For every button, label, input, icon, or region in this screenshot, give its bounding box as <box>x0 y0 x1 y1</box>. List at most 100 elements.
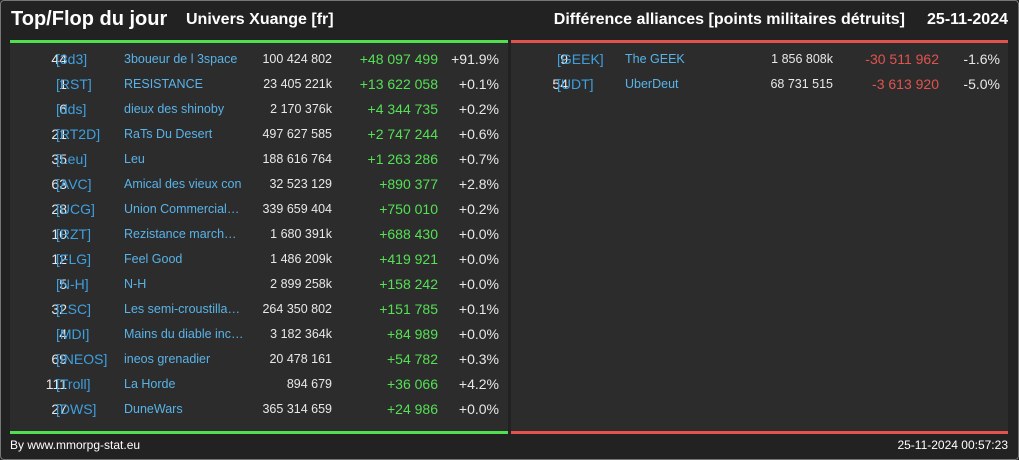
alliance-tag[interactable]: [LSC] <box>56 301 92 317</box>
alliance-tag[interactable]: [RT2D] <box>56 126 101 142</box>
alliance-percent: +0.0% <box>458 401 499 417</box>
alliance-tag[interactable]: [N-H] <box>56 276 89 292</box>
alliance-row: 21 [RT2D] RaTs Du Desert 497 627 585 +2 747 … <box>10 122 508 147</box>
alliance-percent: +0.0% <box>458 251 499 267</box>
alliance-name[interactable]: The GEEK <box>625 52 685 66</box>
alliance-tag[interactable]: [dds] <box>56 101 87 117</box>
alliance-diff: +151 785 <box>379 301 438 317</box>
alliance-points: 32 523 129 <box>269 177 332 191</box>
alliance-name[interactable]: RaTs Du Desert <box>124 127 213 141</box>
alliance-rank: 69 <box>51 351 67 367</box>
alliance-rank: 9 <box>560 51 568 67</box>
alliance-diff: +688 430 <box>379 226 438 242</box>
top-panel-top-bar <box>10 40 508 43</box>
alliance-tag[interactable]: [INEOS] <box>56 351 108 367</box>
alliance-tag[interactable]: [MDI] <box>56 326 90 342</box>
alliance-percent: +0.0% <box>458 326 499 342</box>
alliance-rank: 111 <box>45 376 67 392</box>
alliance-percent: +0.1% <box>458 301 499 317</box>
alliance-percent: +0.6% <box>458 126 499 142</box>
alliance-row: 54 [UDT] UberDeut 68 731 515 -3 613 920 -5.0% <box>511 72 1008 97</box>
alliance-name[interactable]: Leu <box>124 152 145 166</box>
alliance-points: 2 899 258k <box>270 277 332 291</box>
alliance-name[interactable]: Les semi-croustilla… <box>124 302 241 316</box>
alliance-diff: +24 986 <box>387 401 438 417</box>
metric-label: Différence alliances [points militaires … <box>553 11 905 28</box>
alliance-points: 20 478 161 <box>269 352 332 366</box>
alliance-rank: 63 <box>51 176 67 192</box>
alliance-tag[interactable]: [3d3] <box>56 51 88 67</box>
alliance-percent: +0.7% <box>458 151 499 167</box>
alliance-diff: +84 989 <box>387 326 438 342</box>
alliance-name[interactable]: DuneWars <box>124 402 183 416</box>
alliance-rank: 44 <box>51 51 67 67</box>
alliance-name[interactable]: UberDeut <box>625 77 679 91</box>
alliance-tag[interactable]: [RST] <box>56 76 92 92</box>
alliance-name[interactable]: Mains du diable inco… <box>124 327 246 341</box>
alliance-percent: -1.6% <box>963 51 1000 67</box>
alliance-name[interactable]: Rezistance march… <box>124 227 237 241</box>
alliance-tag[interactable]: [Leu] <box>56 151 88 167</box>
alliance-percent: +91.9% <box>451 51 499 67</box>
alliance-rank: 28 <box>51 201 67 217</box>
alliance-percent: +0.2% <box>458 101 499 117</box>
alliance-rank: 35 <box>51 151 67 167</box>
alliance-tag[interactable]: [Troll] <box>56 376 91 392</box>
top-panel-bottom-bar <box>10 431 508 434</box>
alliance-points: 339 659 404 <box>262 202 332 216</box>
alliance-points: 100 424 802 <box>262 52 332 66</box>
alliance-row: 1 [RST] RESISTANCE 23 405 221k +13 622 058 +0… <box>10 72 508 97</box>
alliance-rank: 54 <box>552 76 568 92</box>
alliance-points: 1 856 808k <box>771 52 833 66</box>
alliance-points: 497 627 585 <box>262 127 332 141</box>
alliance-rank: 12 <box>51 251 67 267</box>
alliance-tag[interactable]: [DWS] <box>56 401 97 417</box>
alliance-rank: 10 <box>51 226 67 242</box>
alliance-name[interactable]: N-H <box>124 277 147 291</box>
alliance-rank: 1 <box>59 76 67 92</box>
alliance-name[interactable]: Feel Good <box>124 252 183 266</box>
header-date: 25-11-2024 <box>927 11 1008 28</box>
universe-label: Univers Xuange [fr] <box>186 11 334 28</box>
alliance-percent: -5.0% <box>963 76 1000 92</box>
page-title: Top/Flop du jour <box>11 8 168 30</box>
alliance-name[interactable]: 3boueur de l 3space <box>124 52 238 66</box>
alliance-points: 1 486 209k <box>270 252 332 266</box>
alliance-rank: 4 <box>59 326 67 342</box>
alliance-points: 2 170 376k <box>270 102 332 116</box>
alliance-tag[interactable]: [FLG] <box>56 251 92 267</box>
alliance-name[interactable]: Union Commerciale… <box>124 202 246 216</box>
alliance-tag[interactable]: [GEEK] <box>557 51 604 67</box>
alliance-name[interactable]: Amical des vieux con <box>124 177 242 191</box>
alliance-row: 27 [DWS] DuneWars 365 314 659 +24 986 +0.0% <box>10 397 508 422</box>
alliance-name[interactable]: RESISTANCE <box>124 77 203 91</box>
alliance-points: 23 405 221k <box>263 77 332 91</box>
alliance-name[interactable]: ineos grenadier <box>124 352 211 366</box>
alliance-name[interactable]: La Horde <box>124 377 176 391</box>
alliance-row: 28 [UCG] Union Commerciale… 339 659 404 +750… <box>10 197 508 222</box>
alliance-tag[interactable]: [AVC] <box>56 176 92 192</box>
alliance-diff: +419 921 <box>379 251 438 267</box>
alliance-tag[interactable]: [UDT] <box>557 76 594 92</box>
alliance-rank: 32 <box>51 301 67 317</box>
alliance-diff: +36 066 <box>387 376 438 392</box>
alliance-percent: +0.0% <box>458 226 499 242</box>
alliance-percent: +4.2% <box>458 376 499 392</box>
alliance-tag[interactable]: [RZT] <box>56 226 91 242</box>
alliance-percent: +0.0% <box>458 276 499 292</box>
alliance-row: 32 [LSC] Les semi-croustilla… 264 350 802 +1… <box>10 297 508 322</box>
alliance-row: 35 [Leu] Leu 188 616 764 +1 263 286 +0.7% <box>10 147 508 172</box>
alliance-diff: +1 263 286 <box>367 151 438 167</box>
alliance-points: 1 680 391k <box>270 227 332 241</box>
alliance-row: 111 [Troll] La Horde 894 679 +36 066 +4.2% <box>10 372 508 397</box>
alliance-percent: +2.8% <box>458 176 499 192</box>
alliance-row: 4 [MDI] Mains du diable inco… 3 182 364k +84… <box>10 322 508 347</box>
alliance-row: 63 [AVC] Amical des vieux con 32 523 129 +89… <box>10 172 508 197</box>
alliance-tag[interactable]: [UCG] <box>56 201 95 217</box>
footer-timestamp: 25-11-2024 00:57:23 <box>897 438 1008 452</box>
alliance-name[interactable]: dieux des shinoby <box>124 102 225 116</box>
alliance-diff: +890 377 <box>379 176 438 192</box>
alliance-percent: +0.3% <box>458 351 499 367</box>
footer-source: By www.mmorpg-stat.eu <box>10 438 141 452</box>
header: Top/Flop du jour Univers Xuange [fr] Dif… <box>0 0 1019 40</box>
